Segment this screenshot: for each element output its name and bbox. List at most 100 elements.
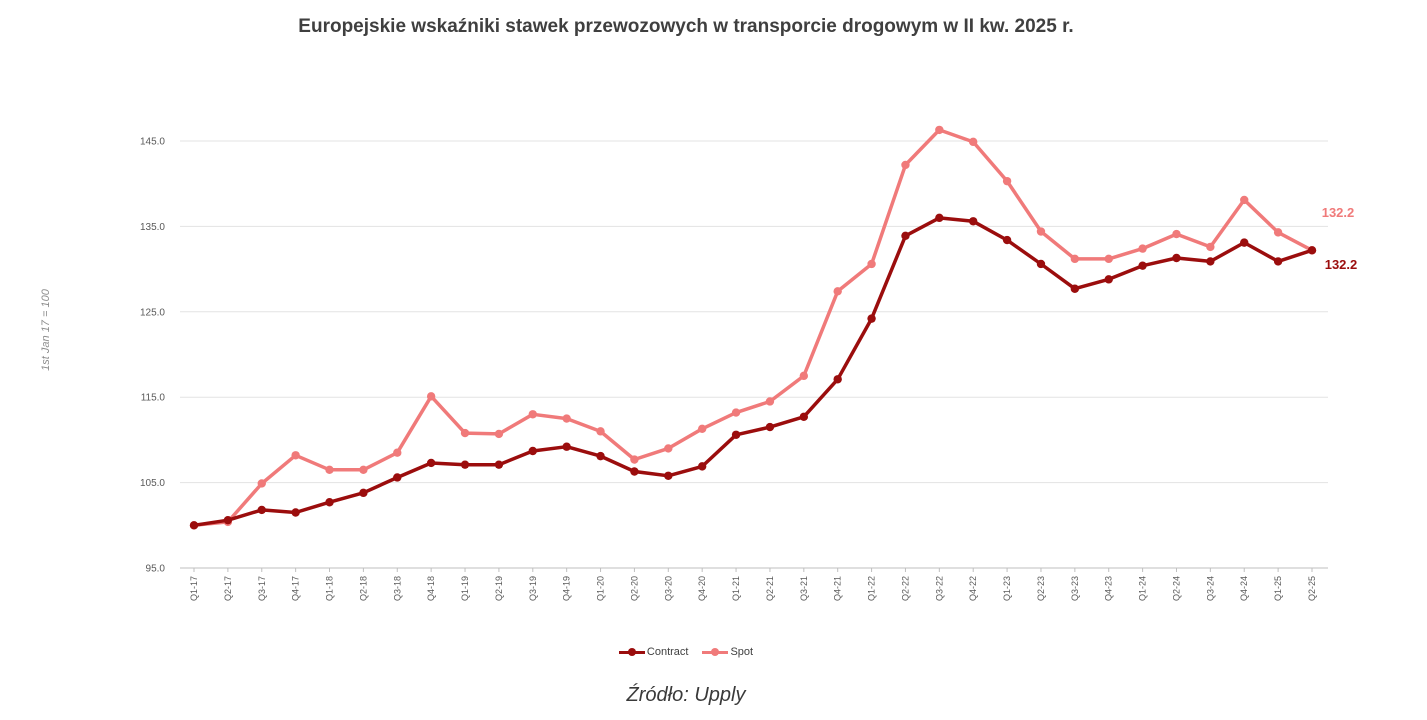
legend-label-spot: Spot [730,646,754,658]
y-tick-label: 115.0 [141,393,166,404]
data-point-spot [528,410,537,419]
gridlines [180,140,1328,569]
data-point-spot [460,428,470,438]
chart-title: Europejskie wskaźniki stawek przewozowyc… [298,16,1074,37]
x-tick-label: Q1-25 [1273,576,1283,601]
data-point-contract [189,521,199,530]
x-tick-label: Q2-18 [358,576,368,601]
legend-swatch-spot [702,647,729,657]
x-tick-label: Q1-21 [731,576,741,601]
x-tick-label: Q2-21 [765,576,775,601]
x-tick-label: Q2-19 [494,576,504,601]
data-point-contract [1273,257,1283,266]
data-point-spot [799,371,809,381]
y-tick-label: 95.0 [146,564,166,575]
x-tick-label: Q2-24 [1171,576,1181,601]
data-point-spot [596,427,605,436]
legend-item-contract: Contract [618,646,689,658]
x-tick-label: Q4-23 [1104,576,1114,601]
data-point-spot [1172,229,1181,239]
x-tick-label: Q1-23 [1002,576,1012,601]
x-axis-ticks: Q1-17 Q2-17 Q3-17 Q4-17 Q1-18 Q2-18 Q3-18 Q4-18… [189,568,1317,601]
legend-item-spot: Spot [702,646,753,658]
x-tick-label: Q3-17 [257,576,267,601]
x-tick-label: Q3-22 [934,576,944,601]
x-tick-label: Q3-18 [392,576,402,601]
data-point-contract [1172,253,1181,263]
data-point-spot [494,429,504,439]
legend-label-contract: Contract [646,646,689,658]
data-point-spot [901,160,910,170]
data-point-contract [935,213,944,223]
x-tick-label: Q2-20 [629,576,639,601]
data-point-contract [664,471,673,480]
x-tick-label: Q1-19 [460,576,470,601]
data-point-contract [528,446,537,456]
data-point-spot [1273,228,1283,237]
data-point-contract [1036,259,1046,269]
data-point-spot [257,479,266,488]
x-tick-label: Q2-25 [1307,576,1317,601]
data-point-contract [799,412,809,422]
data-point-spot [765,397,775,406]
data-point-spot [1002,176,1012,186]
data-point-contract [325,498,334,507]
data-point-spot [969,137,978,147]
x-tick-label: Q4-20 [697,576,707,601]
data-point-spot [1138,244,1147,253]
data-point-contract [494,460,504,469]
data-point-spot [291,451,300,460]
x-tick-label: Q4-18 [426,576,436,601]
y-tick-label: 105.0 [140,478,165,489]
x-tick-label: Q1-17 [189,576,199,601]
x-tick-label: Q2-22 [900,576,910,601]
x-tick-label: Q2-17 [223,576,233,601]
data-point-contract [393,473,402,482]
series-group [189,125,1317,530]
data-point-contract [596,451,605,461]
data-point-contract [1104,275,1113,284]
data-point-contract [257,505,266,515]
data-point-spot [1240,195,1249,205]
data-point-contract [630,467,639,476]
y-tick-label: 125.0 [140,307,165,318]
end-labels: 132.2 132.2 [1322,205,1358,272]
x-tick-label: Q3-23 [1070,576,1080,601]
data-point-contract [1307,246,1317,255]
data-point-spot [325,465,334,474]
data-point-contract [291,508,300,517]
data-point-contract [223,515,233,525]
data-point-spot [630,455,639,464]
data-point-contract [1206,257,1215,266]
source-note: Źródło: Upply [626,684,746,706]
series-spot [189,125,1317,530]
data-point-contract [426,458,436,468]
data-point-spot [664,444,673,453]
data-point-contract [1240,238,1249,247]
data-point-contract [460,460,470,469]
x-tick-label: Q4-21 [833,576,843,601]
data-point-spot [833,287,842,296]
series-line-spot [192,128,1314,528]
legend-swatch-contract [618,647,645,657]
y-axis-ticks: 95.0 105.0 115.0 125.0 135.0 145.0 [140,137,165,575]
data-point-spot [935,125,944,135]
data-point-spot [1206,242,1215,252]
data-point-spot [1104,254,1113,264]
data-point-spot [1036,227,1046,236]
x-tick-label: Q4-17 [291,576,301,601]
x-tick-label: Q3-19 [528,576,538,601]
data-point-contract [901,231,910,240]
data-point-spot [393,448,402,457]
x-tick-label: Q1-22 [867,576,877,601]
x-tick-label: Q3-21 [799,576,809,601]
data-point-contract [867,314,876,323]
data-point-spot [697,424,707,433]
x-tick-label: Q4-22 [968,576,978,601]
x-tick-label: Q2-23 [1036,576,1046,601]
data-point-contract [731,430,741,439]
x-tick-label: Q1-24 [1138,576,1148,601]
data-point-spot [426,392,436,401]
end-label-spot: 132.2 [1322,205,1355,220]
